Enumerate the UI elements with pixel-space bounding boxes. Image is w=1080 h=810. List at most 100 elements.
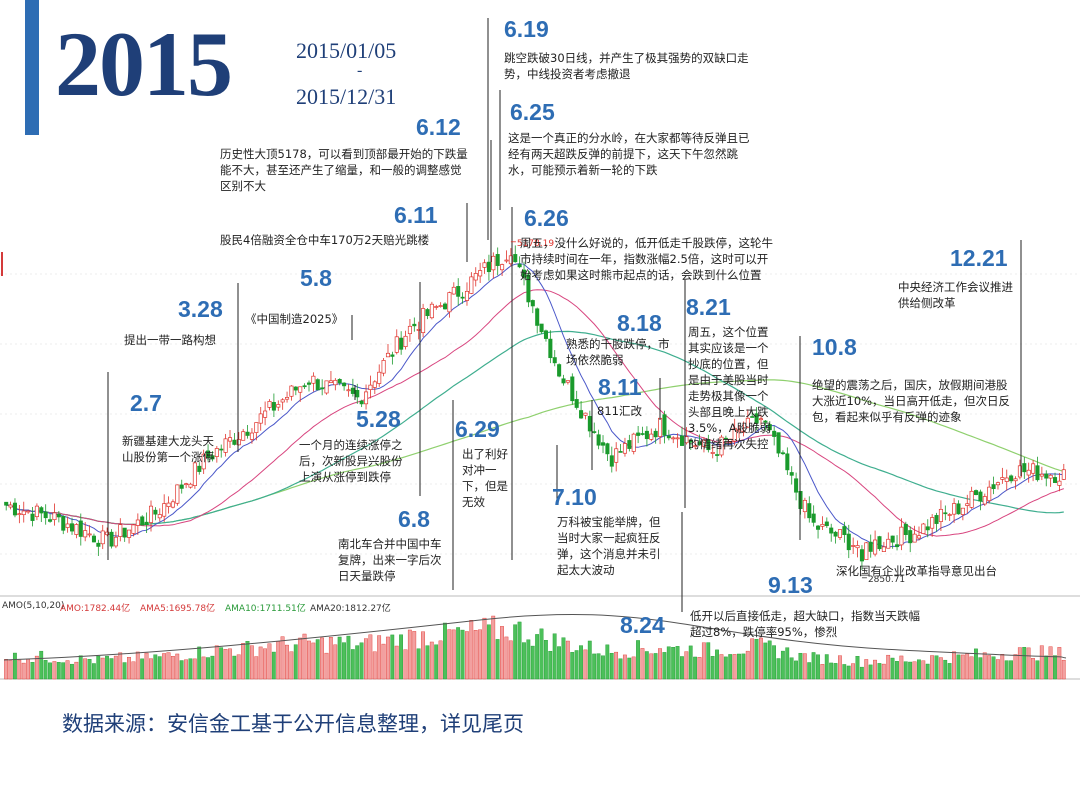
- volume-bar: [697, 657, 702, 680]
- candle-body: [772, 430, 777, 437]
- candle-body: [776, 432, 781, 454]
- volume-bar: [833, 663, 838, 680]
- candle-body: [464, 290, 469, 301]
- volume-bar: [399, 634, 403, 680]
- candle-body: [460, 296, 465, 299]
- candle-body: [364, 391, 369, 405]
- volume-bar: [52, 661, 57, 680]
- candle-body: [443, 303, 448, 310]
- candle-body: [938, 508, 943, 522]
- candle-body: [978, 491, 983, 502]
- volume-bar: [622, 654, 627, 680]
- candle-body: [241, 431, 246, 441]
- volume-bar: [302, 633, 307, 680]
- volume-bar: [170, 656, 175, 680]
- candle-body: [407, 325, 412, 335]
- volume-bar: [794, 660, 798, 680]
- candle-body: [271, 402, 276, 411]
- volume-bar: [877, 663, 882, 680]
- candle-body: [530, 300, 535, 307]
- event-note-0913: 深化国有企业改革指导意见出台: [836, 564, 997, 578]
- volume-bar: [820, 664, 825, 680]
- candle-body: [219, 448, 224, 451]
- candle-body: [930, 517, 935, 529]
- candle-body: [750, 416, 755, 418]
- volume-bar: [118, 652, 123, 680]
- candle-body: [206, 450, 211, 459]
- volume-bar: [416, 648, 421, 680]
- candle-body: [377, 371, 382, 384]
- volume-bar: [232, 655, 237, 680]
- volume-bar: [1048, 646, 1053, 680]
- volume-bar: [912, 661, 917, 680]
- event-date-0508: 5.8: [300, 265, 332, 291]
- candle-body: [517, 263, 522, 268]
- candle-body: [293, 386, 298, 391]
- candle-body: [636, 432, 641, 436]
- event-date-0207: 2.7: [130, 390, 162, 416]
- volume-bar: [916, 659, 921, 680]
- volume-bar: [680, 656, 684, 680]
- volume-bar: [447, 629, 452, 680]
- candle-body: [320, 387, 325, 390]
- candle-body: [895, 544, 900, 548]
- candle-body: [916, 535, 922, 539]
- volume-bar: [952, 651, 956, 680]
- date-range-dash: -: [357, 62, 363, 79]
- event-note-0629: 出了利好对冲一下，但是无效: [462, 447, 508, 509]
- volume-bar: [737, 653, 741, 680]
- candle-body: [991, 484, 996, 490]
- candle-body: [394, 336, 399, 353]
- stock-chart: 5178.19 2850.71: [0, 18, 1080, 680]
- candle-body: [184, 483, 189, 486]
- candle-body: [30, 513, 35, 521]
- volume-bar: [543, 640, 548, 680]
- volume-bar: [987, 655, 992, 680]
- candle-body: [526, 274, 531, 303]
- candle-body: [877, 536, 882, 550]
- candle-body: [390, 354, 395, 357]
- candle-body: [1000, 477, 1005, 480]
- candle-body: [131, 524, 136, 534]
- volume-bar: [263, 648, 267, 680]
- candle-body: [412, 323, 417, 327]
- volume-bar: [372, 651, 377, 680]
- candle-body: [12, 502, 17, 516]
- candle-body: [543, 330, 548, 339]
- candle-body: [39, 507, 44, 514]
- volume-bar: [1061, 659, 1066, 680]
- event-note-0611: 股民4倍融资全仓中车170万2天赔光跳楼: [220, 233, 430, 247]
- event-date-0528: 5.28: [356, 406, 401, 432]
- volume-bar: [473, 630, 478, 680]
- candle-body: [188, 483, 193, 488]
- volume-bar: [381, 643, 386, 680]
- volume-bar: [636, 640, 640, 680]
- volume-bar: [271, 651, 276, 680]
- volume-bar: [188, 658, 193, 680]
- volume-bar: [78, 655, 83, 680]
- candle-body: [829, 527, 834, 534]
- volume-bar: [671, 647, 676, 680]
- volume-bar: [149, 658, 153, 680]
- ma60-line: [6, 330, 1064, 525]
- volume-bar: [649, 653, 654, 680]
- candle-body: [574, 399, 579, 408]
- volume-bar: [653, 653, 658, 680]
- volume-bar: [100, 657, 105, 680]
- volume-bar: [618, 658, 623, 680]
- candle-body: [74, 524, 79, 535]
- candle-body: [153, 509, 158, 515]
- event-note-0528: 一个月的连续涨停之后，次新股异兴股份上演从涨停到跌停: [299, 438, 403, 484]
- volume-bar: [34, 655, 39, 680]
- volume-bar: [956, 654, 961, 680]
- volume-bar: [1039, 645, 1044, 680]
- volume-bar: [864, 659, 869, 680]
- volume-bar: [548, 650, 553, 680]
- candle-body: [140, 516, 145, 526]
- volume-bar: [21, 662, 26, 680]
- volume-bar: [662, 652, 667, 680]
- volume-bar: [337, 636, 342, 680]
- event-date-0629: 6.29: [455, 416, 500, 442]
- candle-body: [70, 523, 75, 532]
- volume-bar: [438, 640, 443, 680]
